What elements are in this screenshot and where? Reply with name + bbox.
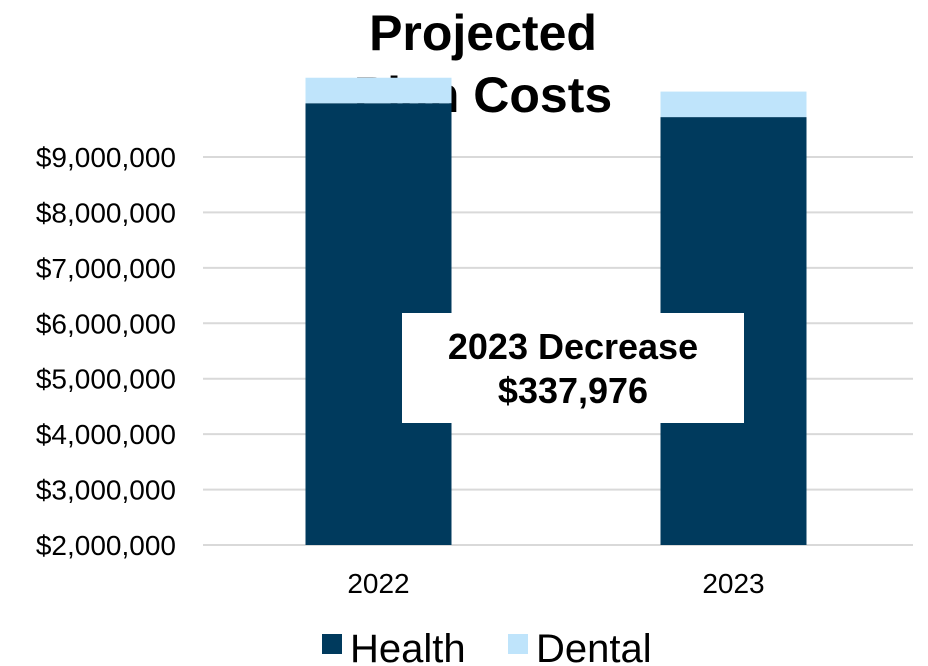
x-tick-label-2023: 2023	[702, 568, 764, 599]
y-tick-label: $5,000,000	[36, 364, 176, 395]
chart-title: Projected Plan Costs	[354, 5, 612, 123]
chart-title-line-1: Projected	[369, 5, 597, 61]
y-tick-label: $3,000,000	[36, 475, 176, 506]
y-tick-label: $7,000,000	[36, 253, 176, 284]
x-tick-label-2022: 2022	[347, 568, 409, 599]
legend-label-dental: Dental	[536, 627, 652, 666]
y-tick-label: $4,000,000	[36, 419, 176, 450]
y-tick-label: $2,000,000	[36, 530, 176, 561]
y-tick-label: $6,000,000	[36, 308, 176, 339]
decrease-annotation: 2023 Decrease $337,976	[402, 313, 744, 423]
annotation-line-2: $337,976	[498, 370, 648, 411]
legend-swatch-dental	[508, 634, 528, 654]
bar-dental-2023	[660, 91, 807, 118]
legend-swatch-health	[322, 634, 342, 654]
bars	[305, 77, 807, 545]
x-axis-category-labels: 2022 2023	[347, 568, 764, 599]
y-axis-tick-labels: $2,000,000 $3,000,000 $4,000,000 $5,000,000…	[36, 142, 176, 561]
annotation-box	[402, 313, 744, 423]
y-tick-label: $8,000,000	[36, 197, 176, 228]
annotation-line-1: 2023 Decrease	[448, 326, 698, 367]
y-tick-label: $9,000,000	[36, 142, 176, 173]
legend-label-health: Health	[350, 627, 466, 666]
bar-dental-2022	[305, 77, 452, 104]
legend: Health Dental	[322, 627, 652, 666]
